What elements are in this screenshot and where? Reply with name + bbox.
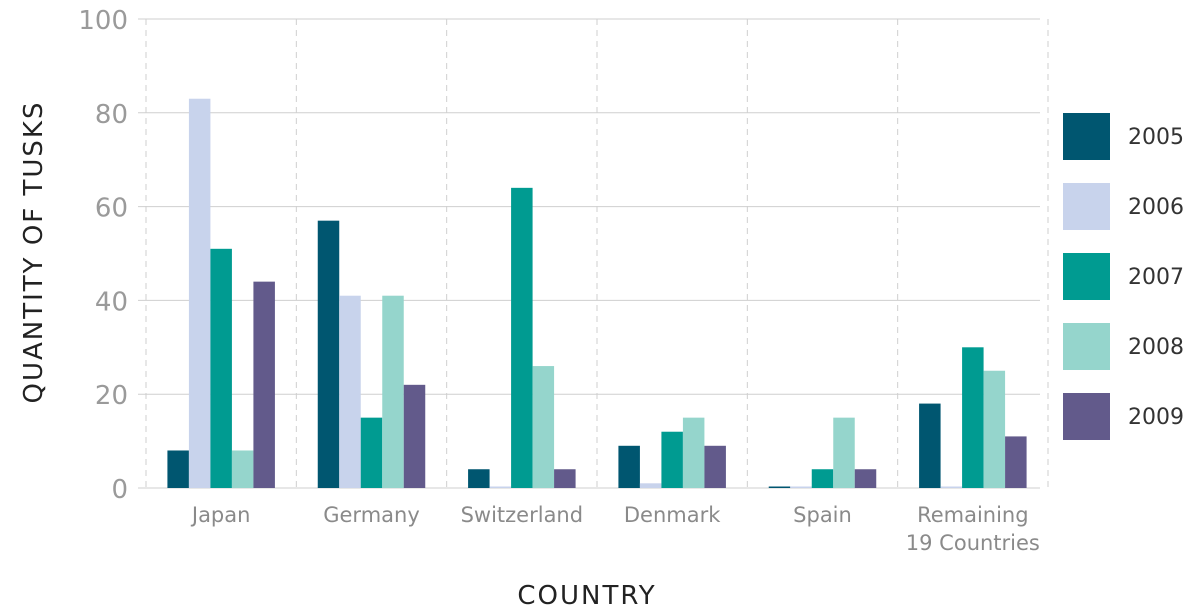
bar-2009 <box>704 445 726 488</box>
bar-2008 <box>682 417 705 488</box>
x-tick-label: Switzerland <box>461 503 584 527</box>
bar-2006 <box>339 295 361 488</box>
bar-2008 <box>231 450 254 488</box>
bar-2008 <box>382 295 404 488</box>
y-axis-ticks: 0 20 40 60 80 100 <box>78 6 128 505</box>
bar-2006 <box>790 486 812 488</box>
legend-swatch-2006 <box>1063 183 1110 230</box>
bar-2009 <box>554 469 576 488</box>
y-tick-label: 40 <box>95 287 128 317</box>
bar-2007 <box>360 417 383 488</box>
x-tick-label: Remaining 19 Countries <box>906 503 1040 555</box>
bar-2007 <box>210 248 232 488</box>
bar-2005 <box>768 486 791 488</box>
legend-label: 2007 <box>1128 265 1184 290</box>
y-axis-title: QUANTITY OF TUSKS <box>19 101 49 404</box>
legend: 2005 2006 2007 2008 2009 <box>1063 113 1184 440</box>
x-axis-ticks: Japan Germany Switzerland Denmark Spain Remai… <box>190 503 1040 555</box>
bar-2007 <box>511 187 533 488</box>
grid <box>138 18 1049 489</box>
x-axis-title: COUNTRY <box>517 581 656 610</box>
y-tick-label: 80 <box>95 100 128 130</box>
bar-2005 <box>317 220 340 489</box>
bar-2007 <box>811 469 834 488</box>
bar-2009 <box>403 384 426 488</box>
bar-2006 <box>188 98 211 488</box>
y-tick-label: 60 <box>95 194 128 224</box>
bar-2005 <box>468 469 490 488</box>
legend-label: 2006 <box>1128 195 1184 220</box>
bar-2005 <box>167 450 189 488</box>
bar-2005 <box>919 403 941 488</box>
x-tick-label: Germany <box>323 503 420 527</box>
bar-2007 <box>661 431 683 488</box>
legend-label: 2008 <box>1128 335 1184 360</box>
legend-label: 2009 <box>1128 405 1184 430</box>
bar-2009 <box>854 469 877 488</box>
y-tick-label: 20 <box>95 381 128 411</box>
legend-swatch-2008 <box>1063 323 1110 370</box>
bar-2009 <box>1005 436 1027 488</box>
legend-swatch-2007 <box>1063 253 1110 300</box>
y-tick-label: 0 <box>111 475 128 505</box>
legend-label: 2005 <box>1128 125 1184 150</box>
bar-2008 <box>532 366 555 488</box>
bars <box>167 98 1027 489</box>
bar-2006 <box>940 486 963 488</box>
y-tick-label: 100 <box>78 6 128 36</box>
bar-2008 <box>983 370 1006 488</box>
legend-swatch-2009 <box>1063 393 1110 440</box>
bar-2008 <box>833 417 855 488</box>
bar-2007 <box>962 347 984 488</box>
bar-2006 <box>639 483 662 488</box>
x-tick-label: Japan <box>190 503 251 527</box>
bar-2006 <box>489 486 512 488</box>
legend-swatch-2005 <box>1063 113 1110 160</box>
x-tick-label: Spain <box>793 503 852 527</box>
bar-2009 <box>253 281 275 488</box>
bar-2005 <box>618 445 640 488</box>
x-tick-label: Denmark <box>624 503 721 527</box>
